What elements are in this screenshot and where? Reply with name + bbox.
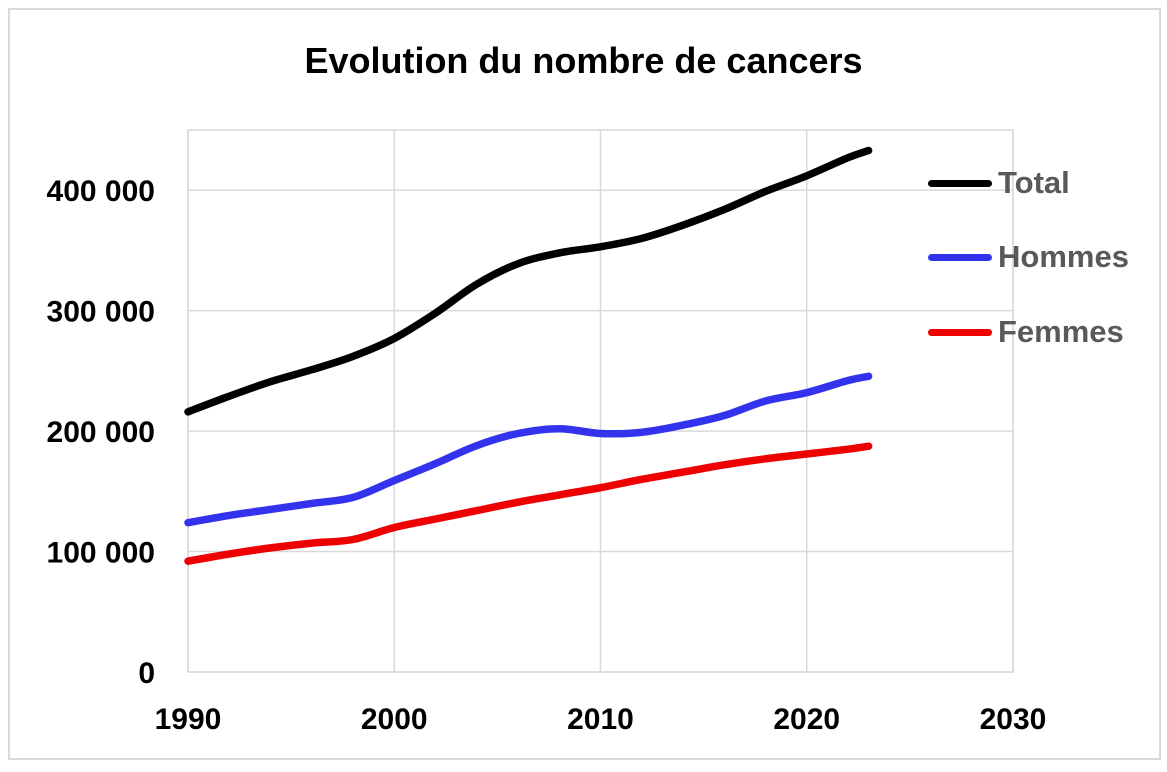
legend-item-hommes: Hommes: [928, 239, 1129, 275]
y-axis-tick-label: 100 000: [47, 537, 155, 570]
x-axis-tick-label: 2020: [773, 703, 840, 736]
x-axis-tick-label: 2000: [361, 703, 428, 736]
chart-title: Evolution du nombre de cancers: [304, 40, 863, 81]
y-axis-tick-label: 300 000: [47, 296, 155, 329]
y-axis-tick-label: 400 000: [47, 175, 155, 208]
series-line-femmes: [184, 442, 873, 565]
chart-outer-border: [8, 8, 1161, 760]
legend-line-sample-hommes: [928, 253, 992, 261]
y-axis-tick-label: 0: [138, 657, 155, 690]
x-axis-tick-label: 1990: [155, 703, 222, 736]
legend-item-femmes: Femmes: [928, 314, 1124, 350]
series-line-total: [184, 146, 873, 416]
plot-area-border: [187, 129, 1014, 673]
legend-line-sample-femmes: [928, 328, 992, 336]
y-axis-tick-label: 200 000: [47, 416, 155, 449]
legend-label-hommes: Hommes: [998, 239, 1129, 274]
legend-line-sample-total: [928, 179, 992, 187]
x-axis-tick-label: 2030: [980, 703, 1047, 736]
legend-label-total: Total: [998, 165, 1070, 200]
legend-label-femmes: Femmes: [998, 314, 1124, 349]
series-line-hommes: [184, 372, 873, 527]
legend-item-total: Total: [928, 165, 1070, 201]
x-axis-tick-label: 2010: [567, 703, 634, 736]
